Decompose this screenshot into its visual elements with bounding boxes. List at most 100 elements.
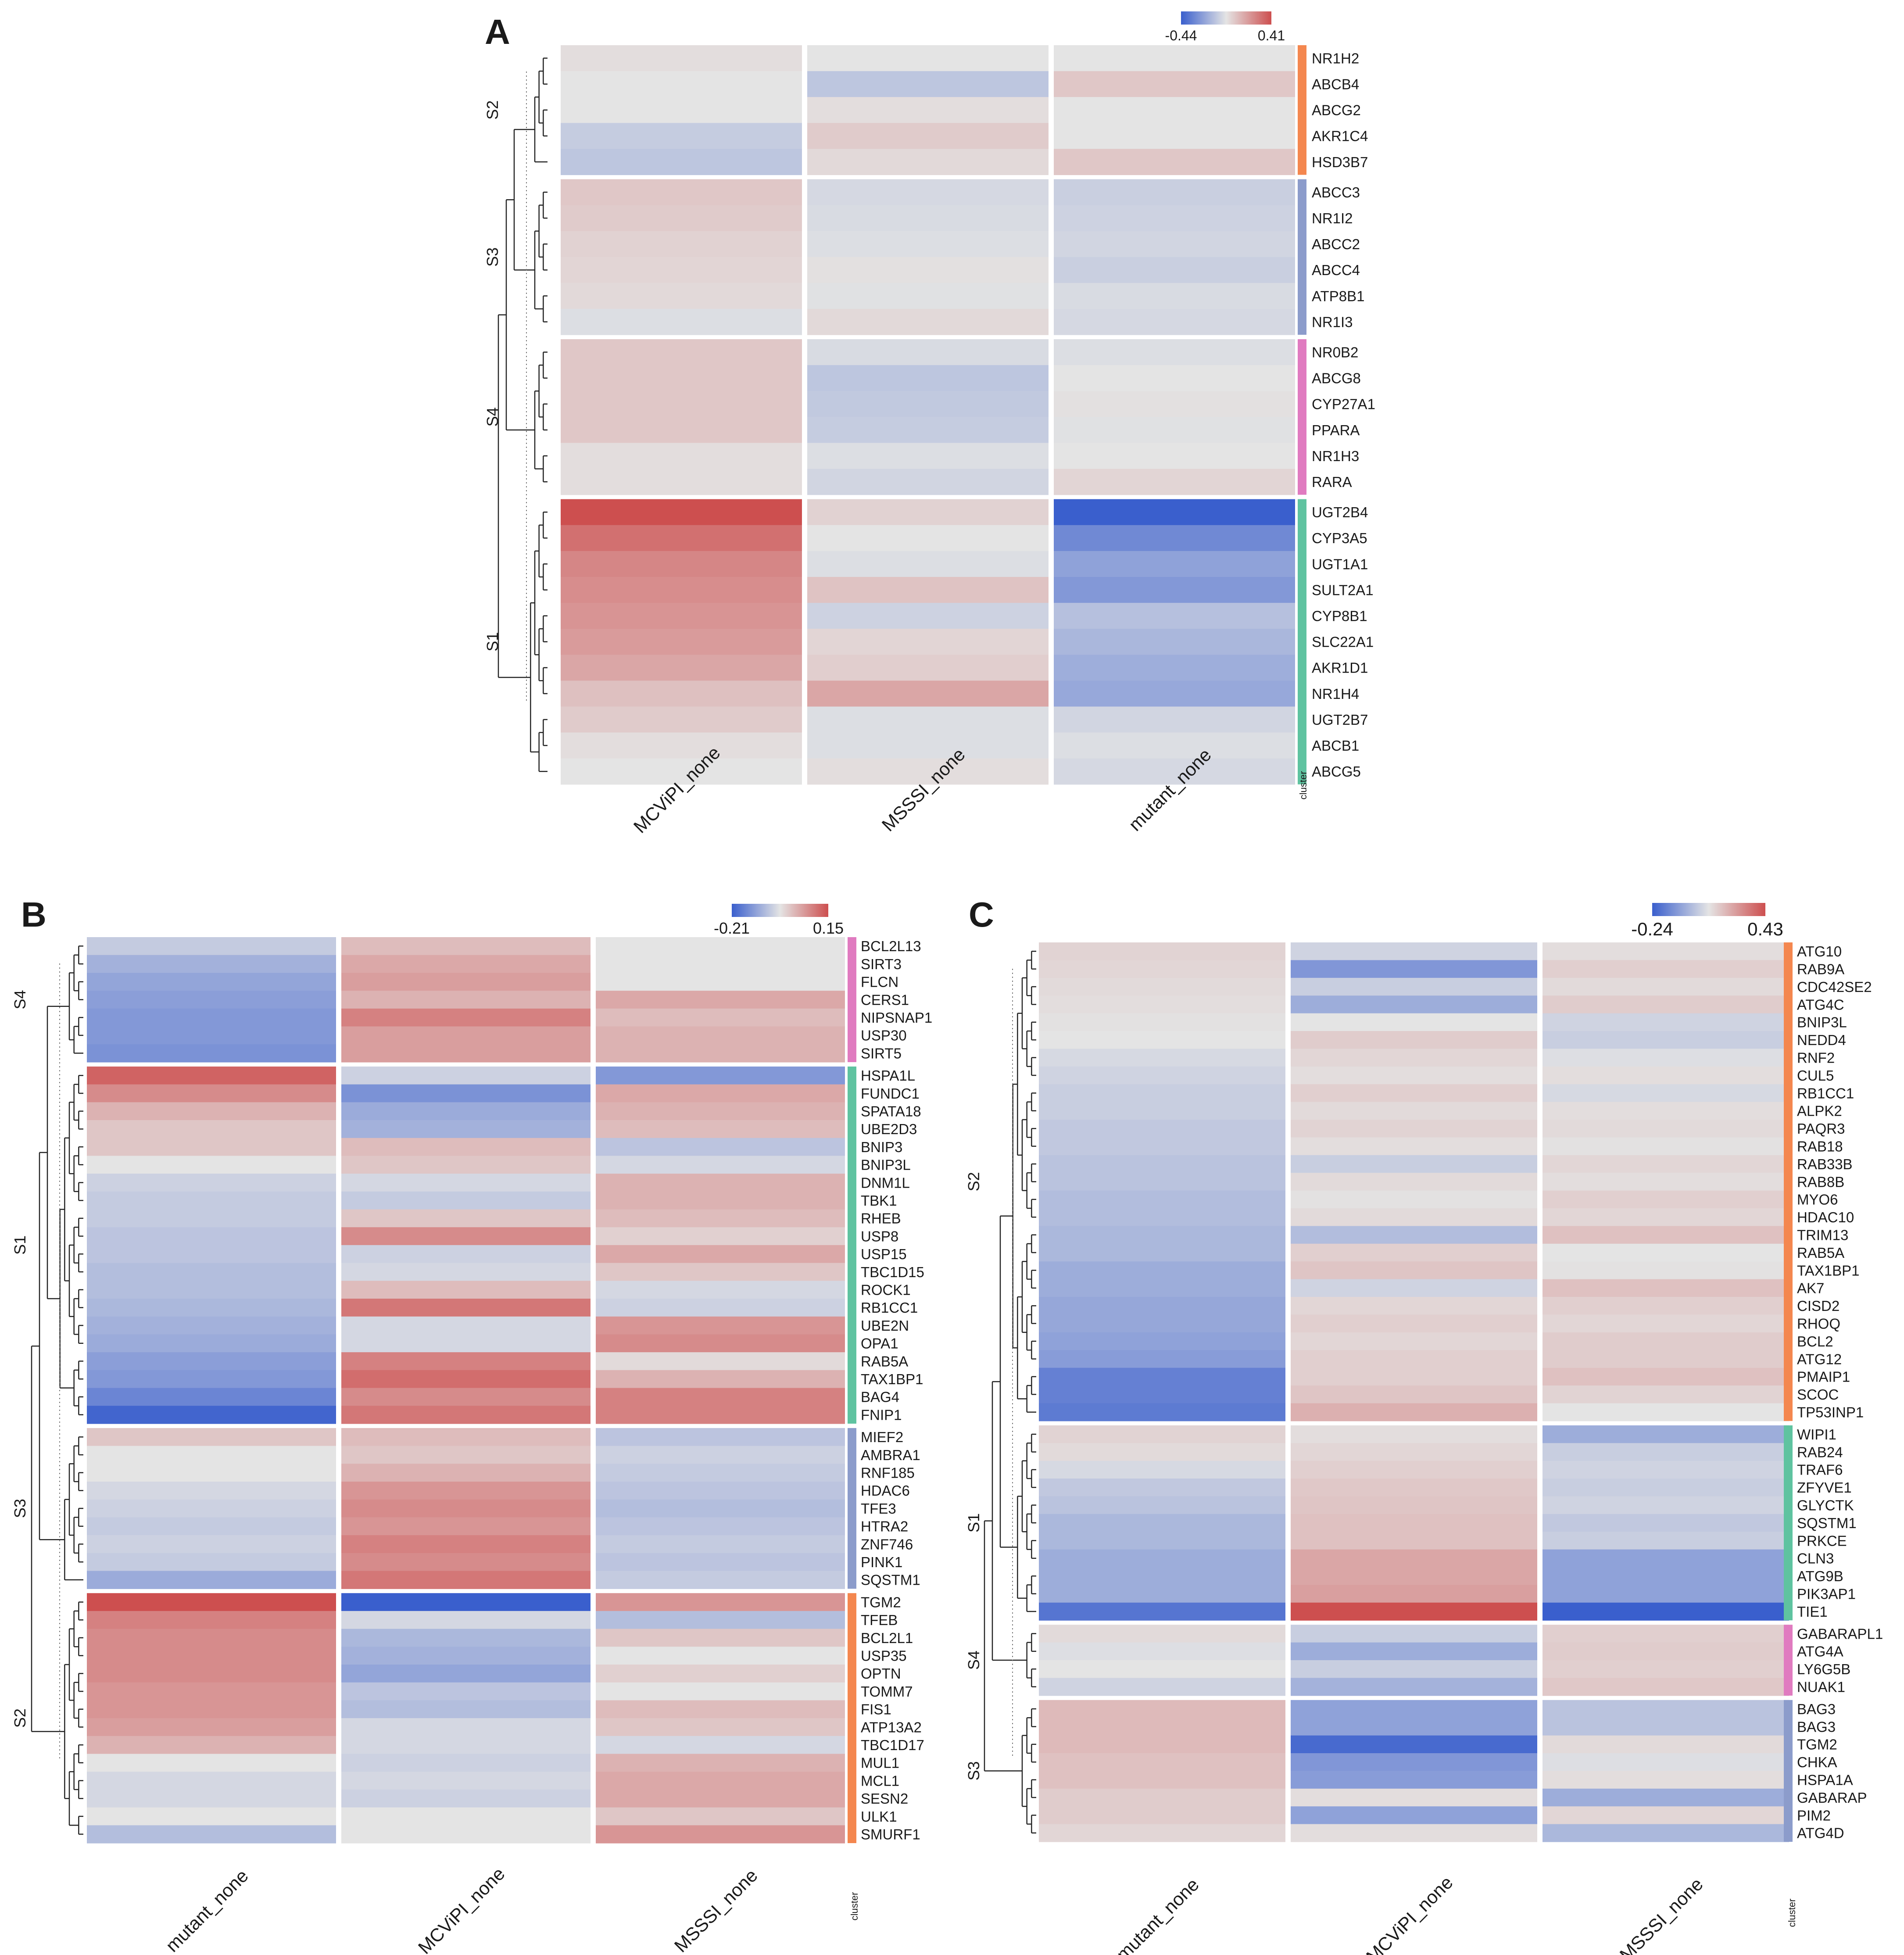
heatmap-cell xyxy=(1291,1678,1537,1696)
heatmap-cell xyxy=(1054,655,1295,681)
heatmap-cell xyxy=(341,1772,591,1790)
column-label: MCViPI_none xyxy=(414,1863,509,1955)
heatmap-cell xyxy=(1291,1771,1537,1789)
heatmap-cell xyxy=(87,955,336,973)
gene-label: WIPI1 xyxy=(1797,1426,1836,1443)
heatmap-cell xyxy=(1039,1660,1285,1678)
gene-label: AKR1C4 xyxy=(1312,128,1368,144)
cluster-group-label: S2 xyxy=(11,1708,29,1728)
gene-label: TBK1 xyxy=(861,1192,897,1209)
heatmap-cell xyxy=(341,1138,591,1156)
heatmap-cell xyxy=(1291,1602,1537,1621)
row-dendrogram xyxy=(1026,1633,1036,1687)
heatmap-cell xyxy=(1543,1066,1789,1085)
heatmap-cell xyxy=(87,1227,336,1246)
cluster-group-label: S1 xyxy=(11,1235,29,1255)
gene-label: AMBRA1 xyxy=(861,1447,920,1463)
heatmap-cell xyxy=(561,123,802,149)
gene-label: RHOQ xyxy=(1797,1315,1840,1332)
heatmap-cell xyxy=(1039,1031,1285,1049)
gene-label: NR1H4 xyxy=(1312,686,1359,702)
heatmap-cell xyxy=(1291,1514,1537,1532)
heatmap-cell xyxy=(1039,1368,1285,1386)
heatmap-cell xyxy=(807,391,1049,417)
column-label: MSSSI_none xyxy=(1616,1874,1707,1955)
heatmap-cell xyxy=(1054,603,1295,629)
gene-label: NR1H3 xyxy=(1312,448,1359,464)
heatmap-cell xyxy=(1039,1386,1285,1404)
heatmap-cell xyxy=(807,525,1049,551)
heatmap-cell xyxy=(1039,1279,1285,1297)
heatmap-cell xyxy=(1543,1332,1789,1350)
heatmap-cell xyxy=(1054,179,1295,206)
heatmap-cell xyxy=(596,1807,845,1826)
cluster-strip xyxy=(848,1066,856,1424)
colorbar-max-label: 0.43 xyxy=(1747,919,1783,939)
heatmap-cell xyxy=(807,309,1049,335)
heatmap-cell xyxy=(341,1482,591,1500)
gene-label: HTRA2 xyxy=(861,1518,908,1535)
heatmap-cell xyxy=(596,1138,845,1156)
panel-letter: B xyxy=(21,895,47,934)
heatmap-cell xyxy=(87,1464,336,1482)
heatmap-cell xyxy=(807,365,1049,391)
heatmap-cell xyxy=(1039,1013,1285,1031)
cluster-group-label: S4 xyxy=(11,990,29,1009)
heatmap-cell xyxy=(1054,257,1295,283)
heatmap-cell xyxy=(1291,1173,1537,1191)
heatmap-cell xyxy=(87,1700,336,1719)
heatmap-cell xyxy=(561,577,802,603)
heatmap-cell xyxy=(596,1406,845,1424)
heatmap-cell xyxy=(1543,1700,1789,1718)
heatmap-cell xyxy=(1039,1155,1285,1173)
heatmap-cell xyxy=(1039,1718,1285,1736)
heatmap-cell xyxy=(1543,1788,1789,1807)
heatmap-cell xyxy=(807,123,1049,149)
heatmap-cell xyxy=(87,1044,336,1063)
colorbar-min-label: -0.24 xyxy=(1631,919,1673,939)
cluster-group-label: S3 xyxy=(965,1761,983,1780)
heatmap-cell xyxy=(1039,1771,1285,1789)
heatmap-cell xyxy=(1543,1102,1789,1120)
heatmap-cell xyxy=(341,1593,591,1611)
heatmap-cell xyxy=(1039,1137,1285,1156)
gene-label: NR1I2 xyxy=(1312,210,1353,226)
heatmap-cell xyxy=(341,1553,591,1572)
heatmap-cell xyxy=(596,1191,845,1210)
column-label: mutant_none xyxy=(1112,1874,1203,1955)
gene-label: CLN3 xyxy=(1797,1550,1834,1567)
heatmap-cell xyxy=(1291,1496,1537,1515)
heatmap-cell xyxy=(1291,1567,1537,1585)
heatmap-cell xyxy=(341,1718,591,1737)
heatmap-cell xyxy=(1039,995,1285,1014)
heatmap-cell xyxy=(1543,978,1789,996)
gene-label: MCL1 xyxy=(861,1772,899,1789)
gene-label: ATG4C xyxy=(1797,996,1844,1013)
gene-label: RB1CC1 xyxy=(1797,1085,1854,1101)
heatmap-cell xyxy=(1543,1155,1789,1173)
gene-label: DNM1L xyxy=(861,1174,910,1191)
gene-label: GABARAP xyxy=(1797,1790,1867,1806)
gene-label: NUAK1 xyxy=(1797,1679,1845,1695)
heatmap-cell xyxy=(596,1044,845,1063)
heatmap-cell xyxy=(1291,1403,1537,1421)
gene-label: HSPA1L xyxy=(861,1067,915,1084)
root-dendrogram xyxy=(984,1215,1027,1772)
gene-label: SMURF1 xyxy=(861,1826,920,1843)
heatmap-cell xyxy=(1039,1625,1285,1643)
heatmap-cell xyxy=(341,1825,591,1844)
heatmap-cell xyxy=(1543,1425,1789,1443)
heatmap-cell xyxy=(1291,1120,1537,1138)
heatmap-cell xyxy=(1039,1173,1285,1191)
row-dendrogram xyxy=(534,57,548,163)
cluster-strip xyxy=(1784,1700,1793,1842)
gene-label: ABCC4 xyxy=(1312,262,1360,278)
heatmap-cell xyxy=(341,1807,591,1826)
heatmap-cell xyxy=(87,1482,336,1500)
heatmap-cell xyxy=(1054,123,1295,149)
heatmap-cell xyxy=(1039,1642,1285,1661)
heatmap-cell xyxy=(807,499,1049,526)
heatmap-cell xyxy=(87,1008,336,1027)
heatmap-cell xyxy=(87,1066,336,1085)
heatmap-cell xyxy=(1054,97,1295,123)
